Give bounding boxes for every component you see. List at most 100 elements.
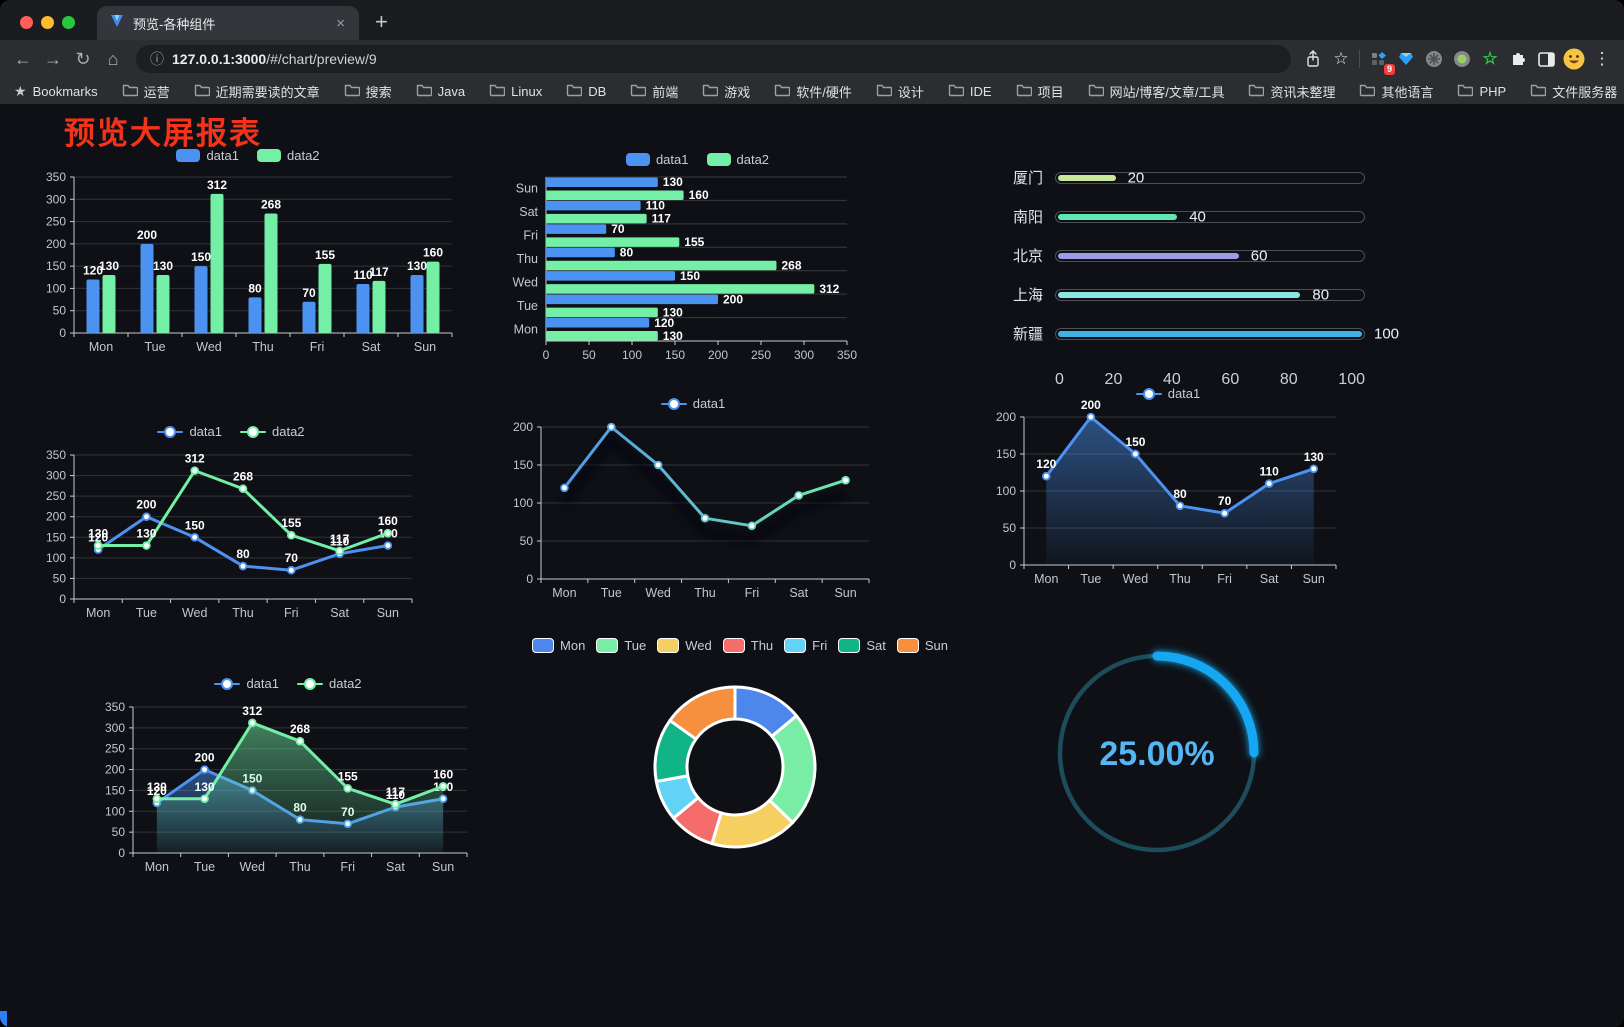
bookmark-label: 游戏	[724, 84, 751, 100]
profile-avatar[interactable]	[1560, 45, 1588, 73]
legend-item-Mon[interactable]: Mon	[532, 638, 585, 653]
legend-item-data2[interactable]: data2	[240, 424, 305, 439]
bookmark-folder[interactable]: Java	[416, 82, 465, 101]
ext-record-icon[interactable]	[1448, 45, 1476, 73]
close-window-button[interactable]	[20, 16, 33, 29]
page-title: 预览大屏报表	[64, 116, 262, 151]
bookmark-folder[interactable]: 其他语言	[1359, 82, 1433, 101]
forward-icon[interactable]: →	[44, 48, 62, 69]
tab-title: 预览-各种组件	[133, 16, 216, 32]
legend-marker	[660, 397, 687, 410]
svg-text:Wed: Wed	[182, 606, 208, 620]
capsule-progress-chart: 厦门 20 南阳 40 北京 60 上海 80 新疆 100 0 20 40 60 80 100	[995, 158, 1399, 389]
extensions-puzzle-icon[interactable]	[1504, 45, 1532, 73]
bookmark-folder[interactable]: 网站/博客/文章/工具	[1088, 82, 1224, 101]
bookmark-folder[interactable]: DB	[566, 82, 606, 101]
svg-text:120: 120	[88, 531, 108, 545]
site-info-icon[interactable]: ⓘ	[150, 51, 164, 67]
window-controls	[0, 16, 85, 40]
browser-tab[interactable]: 预览-各种组件 ×	[97, 6, 359, 40]
svg-text:150: 150	[46, 259, 66, 273]
svg-text:80: 80	[236, 547, 250, 561]
bookmark-folder[interactable]: 设计	[876, 82, 924, 101]
svg-text:Sat: Sat	[519, 205, 538, 219]
legend-label: data2	[329, 676, 362, 691]
bookmark-folder[interactable]: IDE	[948, 82, 992, 101]
legend-item-data2[interactable]: data2	[297, 676, 362, 691]
folder-icon	[416, 83, 432, 100]
svg-text:150: 150	[105, 783, 125, 797]
svg-text:117: 117	[369, 265, 389, 279]
bookmark-folder[interactable]: 搜索	[344, 82, 392, 101]
svg-text:Sun: Sun	[414, 340, 436, 354]
legend-item-data1[interactable]: data1	[625, 152, 689, 167]
legend-marker	[297, 677, 323, 690]
legend-marker	[532, 638, 555, 653]
bookmark-folder[interactable]: 文件服务器	[1530, 82, 1617, 101]
svg-text:0: 0	[118, 846, 125, 860]
svg-text:0: 0	[526, 572, 533, 586]
svg-text:120: 120	[1036, 457, 1056, 471]
bookmark-folder[interactable]: 运营	[122, 82, 170, 101]
ring-gauge-chart: 25.00%	[1038, 634, 1276, 872]
address-bar[interactable]: ⓘ 127.0.0.1:3000/#/chart/preview/9	[136, 45, 1291, 73]
legend-item-Tue[interactable]: Tue	[596, 638, 646, 653]
svg-text:Wed: Wed	[196, 340, 222, 354]
progress-label: 新疆	[1012, 326, 1043, 343]
url-path: /#/chart/preview/9	[266, 51, 377, 67]
bookmark-folder[interactable]: 资讯未整理	[1248, 82, 1335, 101]
legend-marker	[1135, 387, 1162, 400]
legend-item-data2[interactable]: data2	[257, 148, 320, 163]
bookmark-folder[interactable]: PHP	[1457, 82, 1506, 101]
ext-grid-icon[interactable]: 9	[1364, 45, 1395, 75]
legend-item-data1[interactable]: data1	[1135, 386, 1200, 401]
svg-text:155: 155	[281, 516, 301, 530]
svg-text:117: 117	[652, 212, 672, 226]
svg-text:50: 50	[53, 571, 67, 585]
multi-line-canvas: 0 50 100 150 200 250 300 350 Mon Tue Wed Thu Fri Sat S…	[46, 448, 413, 620]
tab-close-icon[interactable]: ×	[336, 14, 345, 32]
share-icon[interactable]	[1299, 45, 1327, 73]
ext-green-star-icon[interactable]: ☆	[1482, 49, 1498, 68]
legend-item-Sun[interactable]: Sun	[896, 638, 948, 653]
bookmarks-root[interactable]: ★ Bookmarks	[14, 83, 98, 100]
bookmark-folder[interactable]: 前端	[630, 82, 678, 101]
bookmark-folder[interactable]: 游戏	[702, 82, 750, 101]
legend-item-data2[interactable]: data2	[706, 152, 769, 167]
bookmark-folder[interactable]: Linux	[489, 82, 542, 101]
svg-text:110: 110	[646, 199, 666, 213]
folder-icon	[1530, 83, 1547, 100]
ext-wheel-icon[interactable]	[1420, 45, 1448, 73]
svg-text:Sat: Sat	[1260, 572, 1279, 586]
progress-fill	[1058, 291, 1301, 298]
legend-item-data1[interactable]: data1	[157, 424, 222, 439]
minimize-window-button[interactable]	[41, 16, 54, 29]
bookmark-folder[interactable]: 项目	[1016, 82, 1064, 101]
menu-kebab-icon[interactable]: ⋮	[1593, 49, 1611, 68]
svg-text:Mon: Mon	[86, 606, 110, 620]
bookmark-star-icon[interactable]: ☆	[1333, 49, 1349, 68]
tab-strip: 预览-各种组件 × +	[0, 0, 1624, 40]
legend-item-Sat[interactable]: Sat	[838, 638, 886, 653]
ext-gem-icon[interactable]	[1392, 45, 1420, 73]
bookmark-folder[interactable]: 软件/硬件	[774, 82, 852, 101]
reload-icon[interactable]: ↻	[75, 48, 91, 69]
bookmark-folder[interactable]: 近期需要读的文章	[194, 82, 320, 101]
legend-item-Fri[interactable]: Fri	[784, 638, 827, 653]
legend-item-data1[interactable]: data1	[660, 396, 725, 411]
side-panel-icon[interactable]	[1532, 45, 1560, 73]
svg-text:Sat: Sat	[362, 340, 381, 354]
legend-item-data1[interactable]: data1	[176, 148, 239, 163]
legend-item-Wed[interactable]: Wed	[657, 638, 712, 653]
maximize-window-button[interactable]	[62, 16, 75, 29]
folder-icon	[1088, 83, 1104, 100]
new-tab-button[interactable]: +	[375, 9, 388, 34]
home-icon[interactable]: ⌂	[107, 48, 119, 69]
svg-text:Fri: Fri	[1217, 572, 1232, 586]
back-icon[interactable]: ←	[14, 48, 32, 69]
legend-item-Thu[interactable]: Thu	[722, 638, 773, 653]
svg-text:Wed: Wed	[1123, 572, 1149, 586]
svg-text:Sun: Sun	[516, 182, 538, 196]
svg-text:200: 200	[195, 751, 215, 765]
legend-item-data1[interactable]: data1	[214, 676, 279, 691]
